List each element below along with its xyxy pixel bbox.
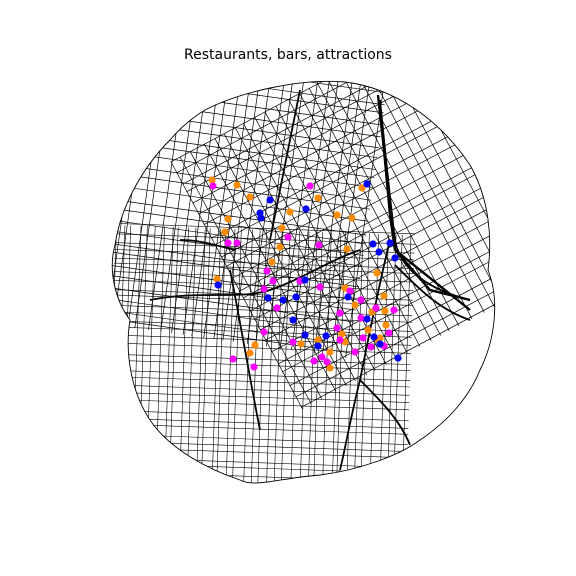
restaurant-marker[interactable] bbox=[208, 176, 215, 183]
bar-marker[interactable] bbox=[336, 336, 343, 343]
attraction-marker[interactable] bbox=[289, 316, 296, 323]
bar-marker[interactable] bbox=[359, 334, 366, 341]
restaurant-marker[interactable] bbox=[246, 349, 253, 356]
bar-marker[interactable] bbox=[336, 309, 343, 316]
bar-marker[interactable] bbox=[390, 306, 397, 313]
bar-marker[interactable] bbox=[315, 241, 322, 248]
restaurant-marker[interactable] bbox=[326, 348, 333, 355]
restaurant-marker[interactable] bbox=[233, 181, 240, 188]
attraction-marker[interactable] bbox=[301, 276, 308, 283]
bar-marker[interactable] bbox=[209, 182, 216, 189]
attraction-marker[interactable] bbox=[214, 281, 221, 288]
attraction-marker[interactable] bbox=[369, 240, 376, 247]
attraction-marker[interactable] bbox=[301, 331, 308, 338]
attraction-marker[interactable] bbox=[257, 214, 264, 221]
attraction-marker[interactable] bbox=[292, 293, 299, 300]
bar-marker[interactable] bbox=[310, 357, 317, 364]
bar-marker[interactable] bbox=[367, 343, 374, 350]
bar-marker[interactable] bbox=[250, 363, 257, 370]
bar-marker[interactable] bbox=[260, 328, 267, 335]
attraction-marker[interactable] bbox=[363, 315, 370, 322]
restaurant-marker[interactable] bbox=[314, 194, 321, 201]
bar-marker[interactable] bbox=[316, 283, 323, 290]
attraction-marker[interactable] bbox=[394, 354, 401, 361]
restaurant-marker[interactable] bbox=[343, 245, 350, 252]
attraction-marker[interactable] bbox=[322, 332, 329, 339]
restaurant-marker[interactable] bbox=[333, 211, 340, 218]
restaurant-marker[interactable] bbox=[382, 321, 389, 328]
bar-marker[interactable] bbox=[289, 338, 296, 345]
attraction-marker[interactable] bbox=[363, 180, 370, 187]
restaurant-marker[interactable] bbox=[373, 269, 380, 276]
restaurant-marker[interactable] bbox=[278, 224, 285, 231]
attraction-marker[interactable] bbox=[266, 196, 273, 203]
bar-marker[interactable] bbox=[284, 233, 291, 240]
bar-marker[interactable] bbox=[273, 304, 280, 311]
bar-marker[interactable] bbox=[224, 239, 231, 246]
restaurant-marker[interactable] bbox=[213, 275, 220, 282]
bar-marker[interactable] bbox=[357, 314, 364, 321]
attraction-marker[interactable] bbox=[370, 333, 377, 340]
attraction-marker[interactable] bbox=[344, 293, 351, 300]
bar-marker[interactable] bbox=[306, 182, 313, 189]
attraction-marker[interactable] bbox=[391, 254, 398, 261]
restaurant-marker[interactable] bbox=[224, 215, 231, 222]
attraction-marker[interactable] bbox=[302, 205, 309, 212]
restaurant-marker[interactable] bbox=[381, 307, 388, 314]
restaurant-marker[interactable] bbox=[380, 292, 387, 299]
restaurant-marker[interactable] bbox=[268, 258, 275, 265]
bar-marker[interactable] bbox=[229, 355, 236, 362]
attraction-marker[interactable] bbox=[376, 340, 383, 347]
attraction-marker[interactable] bbox=[375, 248, 382, 255]
bar-marker[interactable] bbox=[351, 348, 358, 355]
bar-marker[interactable] bbox=[263, 267, 270, 274]
bar-marker[interactable] bbox=[233, 239, 240, 246]
restaurant-marker[interactable] bbox=[297, 340, 304, 347]
bar-marker[interactable] bbox=[333, 324, 340, 331]
attraction-marker[interactable] bbox=[264, 294, 271, 301]
restaurant-marker[interactable] bbox=[364, 326, 371, 333]
bar-marker[interactable] bbox=[323, 358, 330, 365]
attraction-marker[interactable] bbox=[386, 239, 393, 246]
bar-marker[interactable] bbox=[385, 329, 392, 336]
restaurant-marker[interactable] bbox=[221, 228, 228, 235]
restaurant-marker[interactable] bbox=[348, 214, 355, 221]
attraction-marker[interactable] bbox=[279, 296, 286, 303]
bar-marker[interactable] bbox=[372, 304, 379, 311]
attraction-marker[interactable] bbox=[314, 342, 321, 349]
restaurant-marker[interactable] bbox=[276, 243, 283, 250]
bar-marker[interactable] bbox=[260, 285, 267, 292]
bar-marker[interactable] bbox=[357, 296, 364, 303]
bar-marker[interactable] bbox=[269, 277, 276, 284]
street-network bbox=[71, 31, 548, 535]
restaurant-marker[interactable] bbox=[251, 341, 258, 348]
restaurant-marker[interactable] bbox=[351, 301, 358, 308]
railway bbox=[378, 95, 470, 310]
restaurant-marker[interactable] bbox=[246, 193, 253, 200]
restaurant-marker[interactable] bbox=[286, 208, 293, 215]
